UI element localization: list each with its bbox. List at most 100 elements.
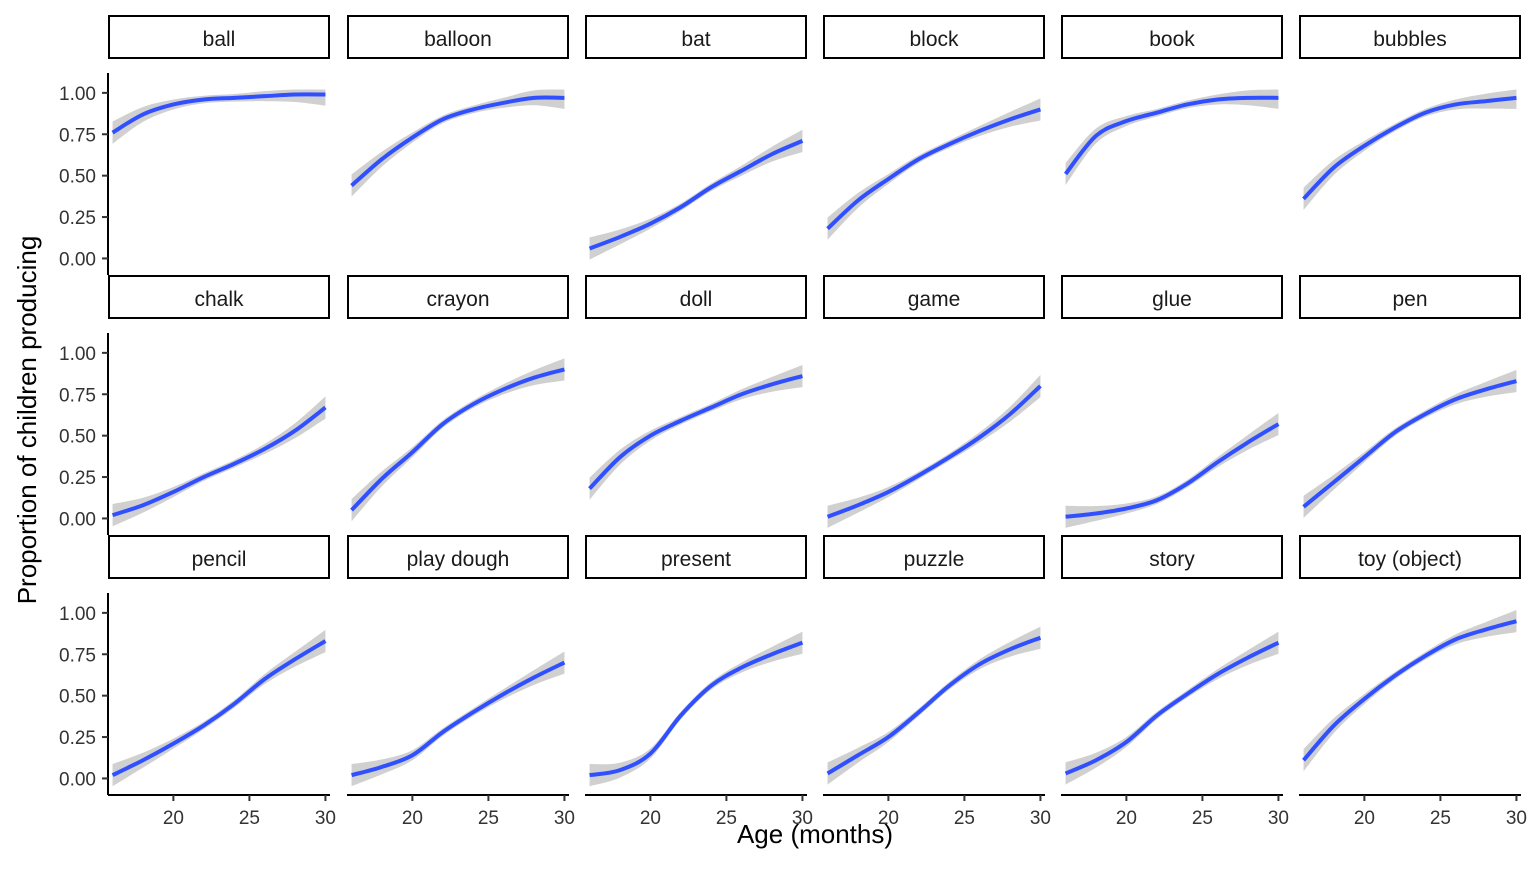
x-tick-label: 20 [878,808,899,829]
confidence-ribbon [827,374,1041,528]
facet-panel: balloon [347,15,569,197]
x-tick-label: 30 [315,808,336,829]
facet-panels: ball 0.00 0.25 0.50 0.75 1.00 balloon bat block b… [59,15,1527,829]
facet-strip [108,15,330,59]
facet-panel: pencil 0.00 0.25 0.50 0.75 1.00 20 25 30 [59,535,336,829]
x-tick-label: 30 [554,808,575,829]
facet-strip [347,275,569,319]
facet-label: toy (object) [1358,548,1462,571]
y-tick-label: 0.00 [59,249,96,270]
x-tick-label: 25 [1192,808,1213,829]
x-tick-label: 20 [163,808,184,829]
x-tick-label: 25 [954,808,975,829]
series-line [1064,640,1280,776]
series-line [350,367,565,512]
confidence-ribbon [1303,89,1517,210]
y-tick-label: 0.75 [59,385,96,406]
y-tick-label: 0.75 [59,645,96,666]
x-tick-label: 30 [1506,808,1527,829]
series-line [1302,379,1517,509]
y-tick-label: 0.00 [59,769,96,790]
x-tick-label: 20 [640,808,661,829]
series-line [588,374,803,491]
facet-strip [823,15,1045,59]
y-tick-label: 0.75 [59,125,96,146]
facet-label: crayon [426,288,489,311]
series-line [1063,95,1279,176]
facet-strip [108,275,330,319]
series-line [1065,422,1280,519]
y-tick-label: 1.00 [59,84,96,105]
facet-panel: ball 0.00 0.25 0.50 0.75 1.00 [59,15,330,275]
y-tick-label: 1.00 [59,344,96,365]
x-tick-label: 20 [402,808,423,829]
confidence-ribbon [112,89,326,144]
series-line [111,92,326,135]
facet-strip [823,275,1045,319]
facet-label: block [909,28,959,51]
confidence-ribbon [1303,610,1517,772]
x-axis-title: Age (months) [737,819,893,849]
x-tick-label: 20 [1116,808,1137,829]
facet-strip [823,535,1045,579]
series-line [111,405,327,518]
series-line [826,635,1042,776]
series-line [1302,95,1517,201]
facet-label: bubbles [1373,28,1447,51]
facet-strip [585,15,807,59]
facet-panel: present 20 25 30 [585,535,813,829]
confidence-ribbon [1303,369,1517,518]
facet-strip [1061,275,1283,319]
facet-label: puzzle [904,548,965,571]
facet-strip [347,15,569,59]
facet-label: balloon [424,28,492,51]
confidence-ribbon [1065,412,1279,528]
facet-strip [1299,15,1521,59]
facet-strip [585,535,807,579]
facet-panel: block [823,15,1045,240]
series-line [589,640,804,778]
facet-panel: chalk 0.00 0.25 0.50 0.75 1.00 [59,275,330,535]
facet-panel: glue [1061,275,1283,528]
x-tick-label: 25 [716,808,737,829]
confidence-ribbon [112,629,326,787]
y-tick-label: 0.50 [59,427,96,448]
x-tick-label: 25 [478,808,499,829]
confidence-ribbon [351,651,565,787]
y-tick-label: 1.00 [59,604,96,625]
facet-panel: pen [1299,275,1521,518]
y-tick-label: 0.00 [59,509,96,530]
x-tick-label: 25 [1430,808,1451,829]
y-tick-label: 0.25 [59,468,96,489]
facet-label: bat [681,28,710,51]
facet-panel: toy (object) 20 25 30 [1299,535,1527,829]
facet-label: glue [1152,288,1192,311]
facet-strip [108,535,330,579]
facet-label: play dough [407,548,510,571]
confidence-ribbon [827,626,1041,785]
x-tick-label: 30 [792,808,813,829]
facet-panel: crayon [347,275,569,522]
confidence-ribbon [1065,89,1279,186]
confidence-ribbon [351,358,565,522]
facet-label: pen [1392,288,1427,311]
y-tick-label: 0.50 [59,687,96,708]
series-line [351,660,566,778]
series-line [588,139,804,251]
facet-label: doll [680,288,713,311]
confidence-ribbon [351,89,565,197]
facet-panel: game [823,275,1045,528]
facet-strip [1299,275,1521,319]
facet-label: pencil [192,548,247,571]
facet-strip [1061,535,1283,579]
confidence-ribbon [589,364,803,500]
facet-label: game [908,288,961,311]
x-tick-label: 25 [239,808,260,829]
x-tick-label: 20 [1354,808,1375,829]
confidence-ribbon [827,98,1041,240]
facet-panel: doll [585,275,807,500]
facet-strip [585,275,807,319]
y-tick-label: 0.50 [59,167,96,188]
